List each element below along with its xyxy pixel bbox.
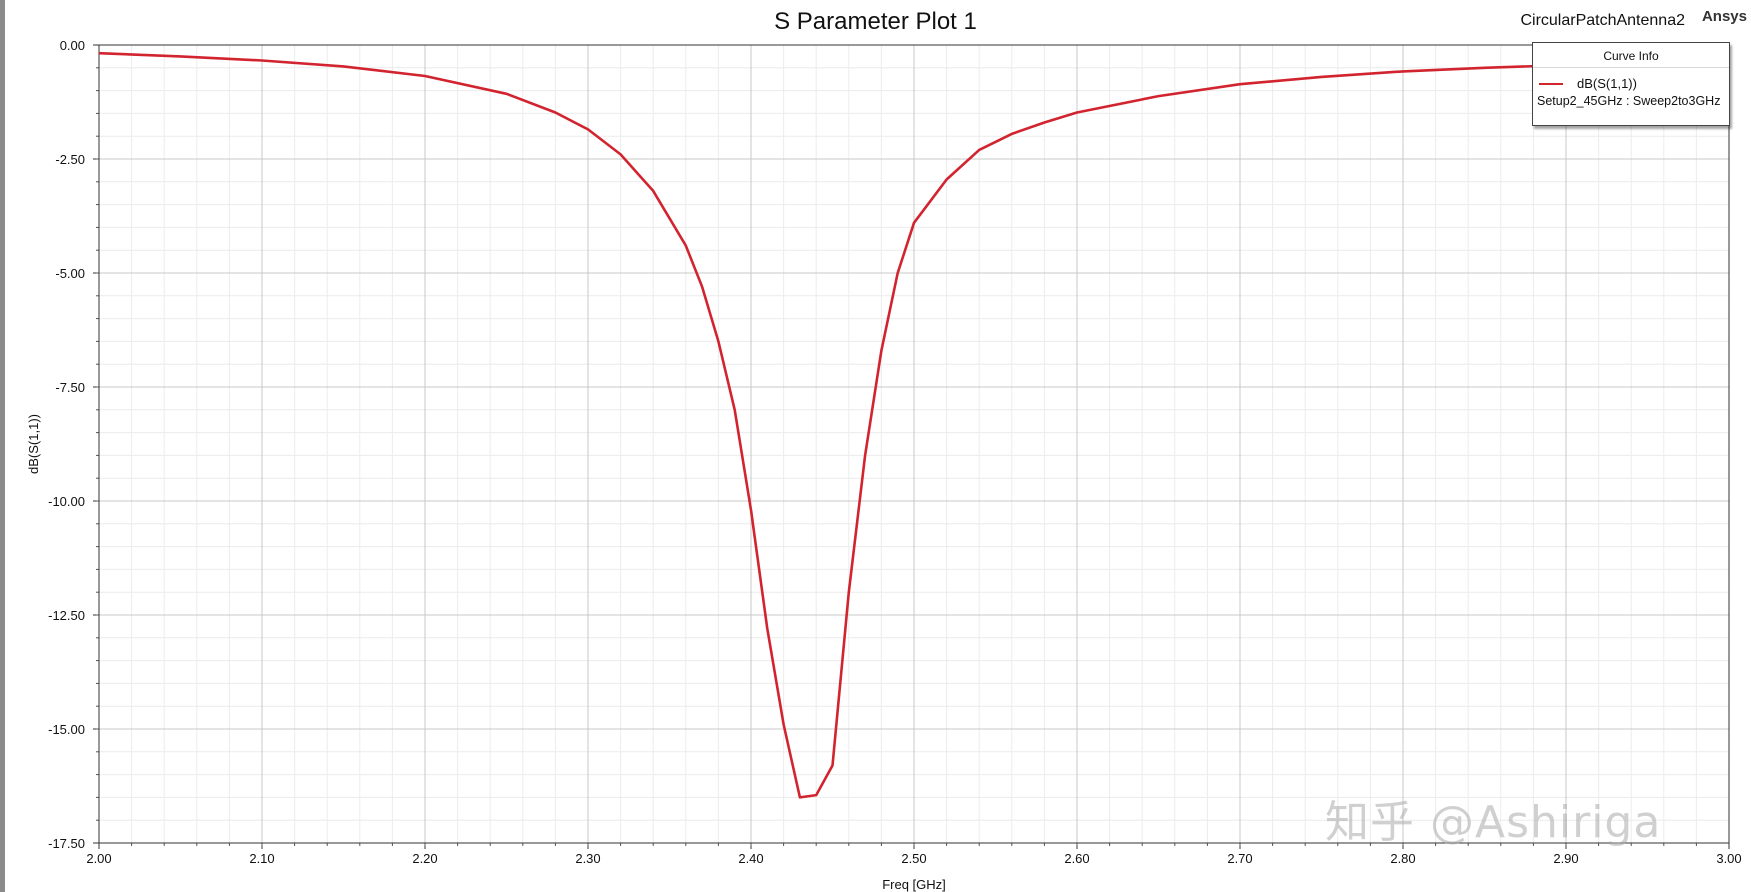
x-tick-label: 2.30 (575, 851, 600, 866)
y-tick-label: -12.50 (48, 608, 85, 623)
plot-frame (98, 44, 1730, 844)
legend-swatch (1539, 83, 1563, 85)
x-tick-label: 2.50 (901, 851, 926, 866)
legend-header: Curve Info (1533, 43, 1729, 68)
x-tick-label: 2.90 (1553, 851, 1578, 866)
y-tick-label: -10.00 (48, 494, 85, 509)
y-tick-label: -17.50 (48, 836, 85, 851)
curve-info-legend[interactable]: Curve Info dB(S(1,1)) Setup2_45GHz : Swe… (1532, 42, 1730, 126)
x-axis-label: Freq [GHz] (882, 877, 946, 892)
legend-setup-label: Setup2_45GHz : Sweep2to3GHz (1537, 94, 1721, 108)
y-axis-label: dB(S(1,1)) (26, 414, 41, 474)
x-tick-label: 2.70 (1227, 851, 1252, 866)
series-line-s11 (98, 51, 1730, 799)
legend-entry[interactable]: dB(S(1,1)) (1533, 74, 1729, 94)
y-tick-label: -5.00 (55, 266, 85, 281)
chart-title: S Parameter Plot 1 (774, 8, 977, 35)
x-tick-label: 2.60 (1064, 851, 1089, 866)
project-name: CircularPatchAntenna2 (1520, 12, 1685, 29)
y-tick-label: -7.50 (55, 380, 85, 395)
legend-series-name: dB(S(1,1)) (1577, 76, 1637, 91)
x-tick-label: 2.10 (249, 851, 274, 866)
x-tick-label: 2.80 (1390, 851, 1415, 866)
y-tick-label: -15.00 (48, 722, 85, 737)
brand-logo: Ansys (1701, 8, 1747, 25)
window-edge (0, 0, 5, 892)
x-tick-label: 2.20 (412, 851, 437, 866)
x-tick-label: 2.00 (86, 851, 111, 866)
x-tick-label: 3.00 (1716, 851, 1741, 866)
y-tick-label: 0.00 (60, 38, 85, 53)
x-tick-label: 2.40 (738, 851, 763, 866)
watermark: 知乎 @Ashiriga (1325, 797, 1662, 848)
y-tick-label: -2.50 (55, 152, 85, 167)
